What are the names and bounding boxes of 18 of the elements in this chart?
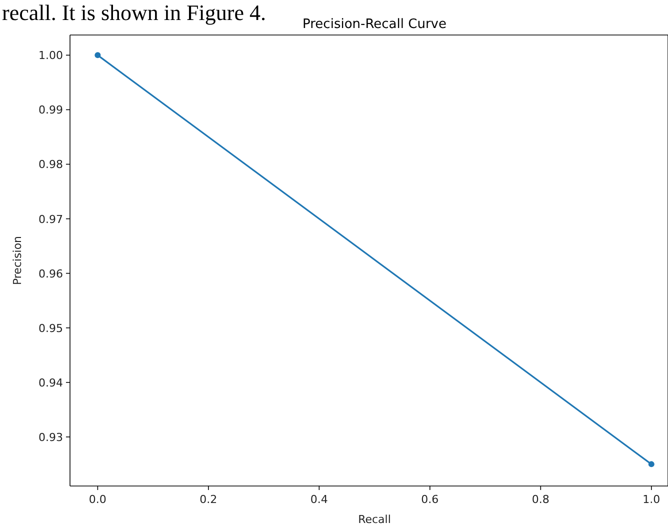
- y-tick-label: 0.93: [38, 430, 63, 444]
- y-tick-label: 1.00: [38, 49, 63, 62]
- x-tick-label: 0.0: [88, 493, 106, 506]
- x-tick-label: 1.0: [642, 493, 660, 506]
- x-tick-label: 0.2: [200, 493, 218, 506]
- y-tick-label: 0.99: [38, 104, 63, 117]
- y-tick-label: 0.97: [38, 212, 63, 226]
- chart-title: Precision-Recall Curve: [302, 17, 446, 32]
- x-axis-title: Recall: [358, 513, 391, 526]
- x-tick-label: 0.6: [421, 493, 439, 506]
- x-tick-label: 0.4: [310, 493, 328, 506]
- y-tick-label: 0.94: [38, 376, 63, 390]
- y-tick-label: 0.95: [38, 322, 63, 335]
- y-axis-title: Precision: [11, 236, 24, 286]
- text: recall. It is shown in Figure 4.: [2, 0, 266, 25]
- x-tick-label: 0.8: [532, 493, 550, 506]
- y-tick-label: 0.98: [38, 158, 63, 172]
- y-tick-label: 0.96: [38, 267, 63, 280]
